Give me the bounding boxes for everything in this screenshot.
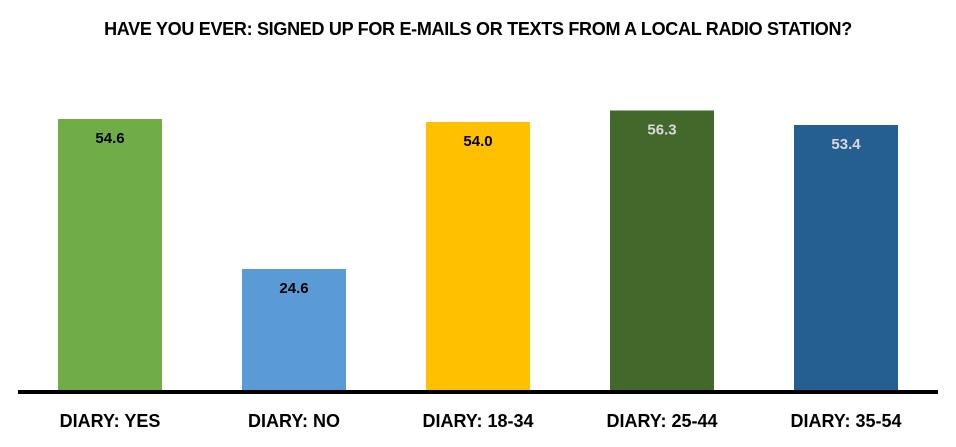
x-tick-label: DIARY: 18-34 — [422, 411, 533, 431]
chart-title: HAVE YOU EVER: SIGNED UP FOR E-MAILS OR … — [104, 19, 852, 39]
x-tick-label: DIARY: NO — [248, 411, 340, 431]
value-label: 24.6 — [279, 280, 308, 297]
bar — [242, 269, 346, 392]
bar — [610, 110, 714, 392]
x-tick-label: DIARY: 35-54 — [790, 411, 901, 431]
bar — [794, 125, 898, 392]
value-label: 54.6 — [95, 130, 124, 147]
x-tick-label: DIARY: YES — [60, 411, 161, 431]
x-tick-label: DIARY: 25-44 — [606, 411, 717, 431]
bar — [426, 122, 530, 392]
value-label: 56.3 — [647, 121, 676, 138]
bar — [58, 119, 162, 392]
value-label: 54.0 — [463, 133, 492, 150]
value-label: 53.4 — [831, 136, 861, 153]
